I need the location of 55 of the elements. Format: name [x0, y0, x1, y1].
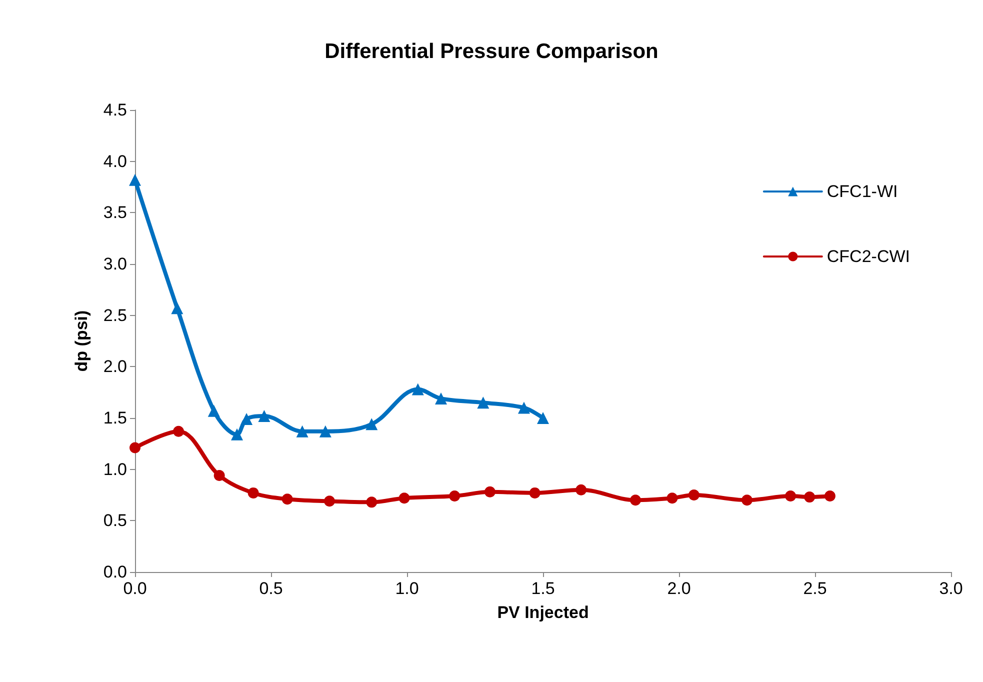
y-axis-title: dp (psi)	[72, 310, 91, 372]
point	[449, 490, 460, 502]
y-tick-label: 0.0	[103, 562, 127, 582]
x-tick-label: 0.0	[123, 579, 147, 598]
point	[412, 383, 424, 396]
point	[240, 413, 253, 426]
x-tick-label: 2.5	[803, 579, 827, 598]
point	[130, 442, 140, 454]
point	[785, 490, 796, 502]
y-tick-label: 0.5	[103, 511, 127, 530]
point	[248, 487, 259, 498]
point	[630, 494, 641, 506]
point	[804, 492, 816, 503]
x-tick-label: 3.0	[939, 579, 963, 598]
x-tick-label: 2.0	[667, 579, 691, 598]
y-tick-label: 4.0	[103, 152, 127, 171]
point	[258, 410, 270, 422]
point	[366, 496, 378, 508]
point	[484, 486, 496, 498]
x-axis-title: PV Injected	[497, 603, 589, 622]
point	[576, 484, 587, 496]
point	[398, 492, 410, 504]
x-tick-label: 0.5	[259, 579, 283, 598]
point	[518, 402, 530, 414]
y-tick-label: 2.5	[103, 306, 127, 325]
point	[666, 492, 678, 504]
legend-label: CFC2-CWI	[826, 247, 910, 266]
x-tick-label: 1.0	[395, 579, 419, 598]
point	[477, 396, 490, 409]
point	[208, 404, 220, 417]
point	[824, 490, 836, 502]
point	[129, 174, 141, 186]
y-tick-label: 4.5	[103, 100, 127, 120]
point	[171, 302, 184, 314]
point	[324, 496, 335, 507]
chart-title: Differential Pressure Comparison	[324, 40, 658, 63]
point	[742, 494, 752, 506]
point	[319, 425, 332, 438]
x-tick-label: 1.5	[531, 579, 555, 598]
point	[688, 490, 700, 500]
point	[435, 392, 447, 404]
point	[529, 487, 540, 498]
point	[537, 412, 549, 424]
legend-label: CFC1-WI	[826, 182, 898, 201]
y-tick-label: 3.5	[103, 203, 127, 222]
point	[282, 494, 293, 505]
point	[173, 426, 184, 437]
y-tick-label: 3.0	[103, 254, 127, 274]
point	[366, 418, 378, 430]
y-tick-label: 1.5	[103, 408, 127, 428]
point	[231, 428, 243, 440]
point	[214, 470, 225, 481]
point	[296, 425, 308, 438]
y-tick-label: 2.0	[103, 357, 127, 376]
y-tick-label: 1.0	[103, 460, 127, 479]
